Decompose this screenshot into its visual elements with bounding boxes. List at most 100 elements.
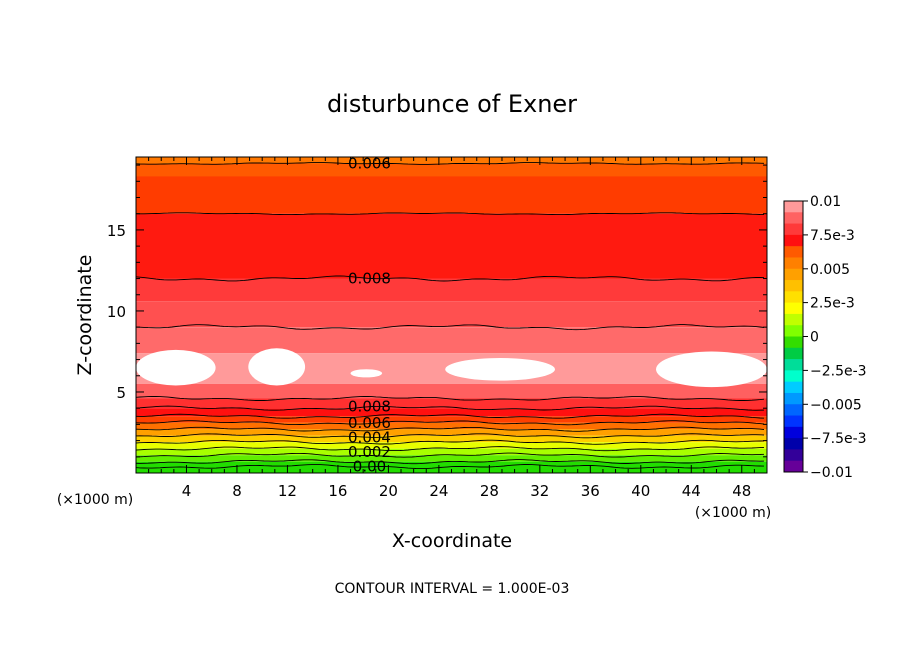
colorbar-cell bbox=[784, 404, 803, 417]
colorbar-cell bbox=[784, 246, 803, 258]
contour-band bbox=[136, 398, 767, 409]
colorbar-label: −2.5e-3 bbox=[810, 363, 867, 379]
colorbar-cell bbox=[784, 201, 803, 213]
x-tick-label: 4 bbox=[182, 482, 192, 500]
contour-band bbox=[136, 408, 767, 417]
chart-title: disturbunce of Exner bbox=[327, 90, 577, 118]
x-tick-label: 12 bbox=[278, 482, 297, 500]
colorbar-label: 0 bbox=[810, 330, 819, 346]
contour-label: 0.008 bbox=[348, 270, 391, 288]
colorbar-cell bbox=[784, 313, 803, 326]
x-tick-label: 16 bbox=[328, 482, 347, 500]
colorbar-cell bbox=[784, 392, 803, 405]
contour-line bbox=[135, 464, 765, 470]
contour-interval-note: CONTOUR INTERVAL = 1.000E-03 bbox=[335, 581, 570, 597]
colorbar-label: −7.5e-3 bbox=[810, 431, 867, 447]
x-unit-left: (×1000 m) bbox=[57, 492, 133, 508]
contour-band bbox=[136, 301, 767, 328]
contour-label: 0.002 bbox=[348, 443, 391, 461]
colorbar-cell bbox=[784, 257, 803, 270]
x-tick-label: 48 bbox=[732, 482, 751, 500]
x-tick-label: 8 bbox=[232, 482, 242, 500]
colorbar-cell bbox=[784, 460, 803, 473]
contour-band bbox=[136, 442, 767, 449]
contour-line bbox=[135, 426, 765, 432]
contour-label: 0.006 bbox=[348, 155, 391, 173]
maximum-blob bbox=[350, 369, 383, 378]
x-axis-label: X-coordinate bbox=[392, 530, 512, 552]
contour-line bbox=[135, 433, 765, 439]
maximum-blob bbox=[248, 348, 306, 386]
x-tick-label: 24 bbox=[429, 482, 448, 500]
axis-ticks bbox=[135, 157, 768, 473]
contour-line bbox=[135, 420, 765, 426]
contour-line bbox=[135, 452, 765, 458]
y-tick-label: 15 bbox=[107, 222, 126, 240]
colorbar-cell bbox=[784, 234, 803, 247]
contour-band bbox=[136, 448, 767, 456]
colorbar-cell bbox=[784, 426, 803, 439]
colorbar-label: −0.01 bbox=[810, 465, 853, 481]
colorbar-cell bbox=[784, 347, 803, 360]
contour-band bbox=[136, 416, 767, 423]
colorbar-cell bbox=[784, 381, 803, 394]
colorbar: 0.01 7.5e-3 0.005 2.5e-3 0 −2.5e-3 −0.005 −7.5e… bbox=[783, 194, 867, 481]
contour-line bbox=[135, 162, 765, 165]
colorbar-label: 7.5e-3 bbox=[810, 228, 855, 244]
y-tick-label: 10 bbox=[107, 303, 126, 321]
contour-line bbox=[135, 324, 765, 331]
colorbar-cell bbox=[784, 291, 803, 304]
contour-band bbox=[136, 435, 767, 443]
contour-line bbox=[135, 405, 765, 411]
contour-band bbox=[136, 176, 767, 214]
contour-line bbox=[135, 275, 765, 282]
colorbar-label: 2.5e-3 bbox=[810, 296, 855, 312]
contour-band bbox=[136, 422, 767, 430]
contour-band bbox=[136, 455, 767, 462]
contour-label: 0.00 bbox=[353, 458, 386, 476]
y-axis-label: Z-coordinate bbox=[74, 255, 96, 376]
colorbar-label: 0.01 bbox=[810, 194, 841, 210]
colorbar-labels: 0.01 7.5e-3 0.005 2.5e-3 0 −2.5e-3 −0.005 −7.5e… bbox=[803, 194, 867, 481]
contour-band bbox=[136, 278, 767, 302]
contour-line bbox=[135, 446, 765, 452]
y-tick-labels: 5 10 15 bbox=[107, 222, 126, 402]
maximum-blob bbox=[656, 351, 767, 388]
maximum-blobs bbox=[136, 348, 767, 388]
contour-line bbox=[135, 459, 765, 465]
contour-label: 0.008 bbox=[348, 398, 391, 416]
contour-label: 0.006 bbox=[348, 414, 391, 432]
colorbar-label: 0.005 bbox=[810, 262, 850, 278]
x-unit-right: (×1000 m) bbox=[695, 505, 771, 521]
x-tick-label: 44 bbox=[682, 482, 701, 500]
contour-line bbox=[135, 396, 765, 401]
contour-line bbox=[135, 212, 765, 216]
colorbar-label: −0.005 bbox=[810, 397, 862, 413]
contour-band bbox=[136, 383, 767, 399]
contour-label: 0.004 bbox=[348, 428, 391, 446]
colorbar-cell bbox=[784, 359, 803, 371]
x-tick-label: 40 bbox=[631, 482, 650, 500]
x-tick-label: 32 bbox=[530, 482, 549, 500]
x-tick-label: 36 bbox=[581, 482, 600, 500]
maximum-blob bbox=[445, 358, 555, 381]
contour-lines bbox=[135, 162, 765, 470]
contour-band bbox=[136, 461, 767, 473]
filled-contour-bands bbox=[136, 157, 767, 473]
x-tick-label: 28 bbox=[480, 482, 499, 500]
colorbar-cell bbox=[784, 325, 803, 337]
contour-band bbox=[136, 163, 767, 177]
maximum-blob bbox=[136, 349, 216, 386]
contour-band bbox=[136, 429, 767, 436]
colorbar-cell bbox=[784, 302, 803, 315]
colorbar-cell bbox=[784, 370, 803, 383]
contour-line bbox=[135, 413, 765, 419]
colorbar-cell bbox=[784, 336, 803, 349]
contour-band bbox=[136, 213, 767, 279]
colorbar-cell bbox=[784, 280, 803, 292]
x-tick-labels: 4 8 12 16 20 24 28 32 36 40 44 48 bbox=[182, 482, 752, 500]
colorbar-cell bbox=[784, 212, 803, 225]
y-tick-label: 5 bbox=[116, 384, 126, 402]
